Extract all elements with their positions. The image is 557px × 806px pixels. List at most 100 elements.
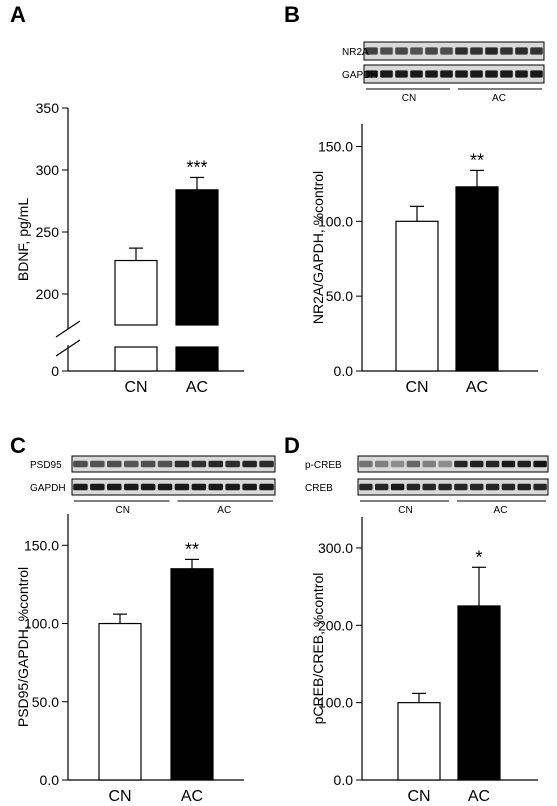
bar-gap bbox=[175, 326, 219, 346]
blot-strip bbox=[71, 478, 276, 496]
blot-strip bbox=[71, 455, 276, 473]
blot-band bbox=[390, 483, 405, 491]
blot-band bbox=[470, 460, 484, 468]
y-tick-label: 300.0 bbox=[318, 540, 353, 556]
blot-band bbox=[438, 483, 452, 491]
blot-label: GAPDH bbox=[30, 483, 66, 494]
y-tick-label: 50.0 bbox=[326, 288, 353, 304]
y-tick-label: 150.0 bbox=[318, 138, 353, 154]
blot-band bbox=[157, 483, 173, 491]
panel-letter: D bbox=[284, 433, 300, 458]
y-tick-label: 200.0 bbox=[318, 617, 353, 633]
bar bbox=[175, 346, 219, 372]
blot-band bbox=[90, 483, 105, 491]
group-label: CN bbox=[398, 505, 412, 516]
blot-band bbox=[140, 460, 156, 468]
blot-strip bbox=[357, 455, 549, 473]
blot-band bbox=[208, 483, 223, 491]
blot-band bbox=[191, 483, 207, 491]
blot-strip bbox=[363, 64, 545, 84]
blot-band bbox=[259, 483, 274, 491]
x-tick-label: CN bbox=[405, 379, 428, 396]
significance-label: *** bbox=[186, 157, 207, 177]
blot-band bbox=[242, 460, 257, 468]
y-tick-label: 100.0 bbox=[318, 695, 353, 711]
y-tick-label: 100.0 bbox=[318, 213, 353, 229]
blot-band bbox=[500, 70, 513, 78]
y-tick-label: 50.0 bbox=[32, 694, 59, 710]
blot-band bbox=[174, 483, 190, 491]
significance-label: * bbox=[475, 547, 482, 567]
blot-band bbox=[375, 483, 389, 491]
bar bbox=[397, 702, 441, 781]
blot-label: CREB bbox=[305, 483, 333, 494]
blot-label: GAPDH bbox=[342, 70, 378, 81]
blot-band bbox=[530, 47, 543, 55]
blot-band bbox=[455, 70, 468, 78]
blot-band bbox=[395, 47, 408, 55]
bar bbox=[457, 605, 501, 781]
y-axis-label: BDNF, pg/mL bbox=[15, 198, 31, 281]
x-tick-label: CN bbox=[407, 788, 430, 805]
x-tick-label: AC bbox=[466, 379, 488, 396]
blot-band bbox=[454, 460, 468, 468]
blot-band bbox=[73, 460, 88, 468]
blot-band bbox=[440, 47, 453, 55]
blot-band bbox=[410, 70, 423, 78]
blot-band bbox=[425, 47, 438, 55]
blot-band bbox=[191, 460, 207, 468]
blot-band bbox=[124, 483, 139, 491]
blot-band bbox=[455, 47, 468, 55]
blot-band bbox=[390, 460, 405, 468]
blot-band bbox=[501, 460, 516, 468]
blot-band bbox=[517, 460, 531, 468]
y-axis-label: PSD95/GAPDH, %control bbox=[15, 567, 31, 727]
y-tick-label: 350 bbox=[36, 100, 60, 116]
blot-band bbox=[242, 483, 257, 491]
y-tick-label: 100.0 bbox=[24, 616, 59, 632]
blot-band bbox=[422, 460, 436, 468]
axis-break-mark bbox=[55, 320, 81, 338]
blot-band bbox=[485, 47, 498, 55]
blot-band bbox=[470, 47, 483, 55]
blot-band bbox=[157, 460, 173, 468]
y-tick-label: 0.0 bbox=[334, 363, 354, 379]
blot-band bbox=[406, 483, 421, 491]
blot-band bbox=[517, 483, 531, 491]
y-axis-label: pCREB/CREB, %control bbox=[310, 573, 326, 725]
blot-band bbox=[359, 483, 373, 491]
blot-band bbox=[73, 483, 88, 491]
y-tick-label: 250 bbox=[36, 224, 60, 240]
bar bbox=[98, 622, 142, 781]
blot-band bbox=[440, 70, 453, 78]
blot-band bbox=[406, 460, 421, 468]
blot-band bbox=[515, 47, 528, 55]
blot-band bbox=[365, 47, 378, 55]
blot-band bbox=[259, 460, 274, 468]
blot-band bbox=[359, 460, 373, 468]
blot-band bbox=[500, 47, 513, 55]
blot-label: NR2A bbox=[342, 47, 369, 58]
y-tick-label: 200 bbox=[36, 286, 60, 302]
x-tick-label: AC bbox=[181, 788, 203, 805]
blot-band bbox=[515, 70, 528, 78]
panel-letter: B bbox=[284, 2, 300, 27]
bar bbox=[114, 346, 158, 372]
group-label: AC bbox=[217, 505, 231, 516]
blot-band bbox=[208, 460, 223, 468]
axis-break-mark bbox=[55, 339, 81, 357]
significance-label: ** bbox=[185, 539, 199, 559]
blot-band bbox=[485, 460, 500, 468]
bar bbox=[170, 568, 214, 781]
blot-band bbox=[107, 460, 122, 468]
blot-band bbox=[533, 483, 547, 491]
y-tick-label: 150.0 bbox=[24, 537, 59, 553]
blot-band bbox=[395, 70, 408, 78]
blot-band bbox=[438, 460, 452, 468]
x-tick-label: AC bbox=[468, 788, 490, 805]
bar bbox=[455, 186, 499, 372]
panel-c: C PSD95 GAPDH CN AC 0.0 50.0 100.0 150.0 PSD95/GA… bbox=[10, 433, 276, 805]
x-tick-label: CN bbox=[108, 788, 131, 805]
blot-band bbox=[410, 47, 423, 55]
